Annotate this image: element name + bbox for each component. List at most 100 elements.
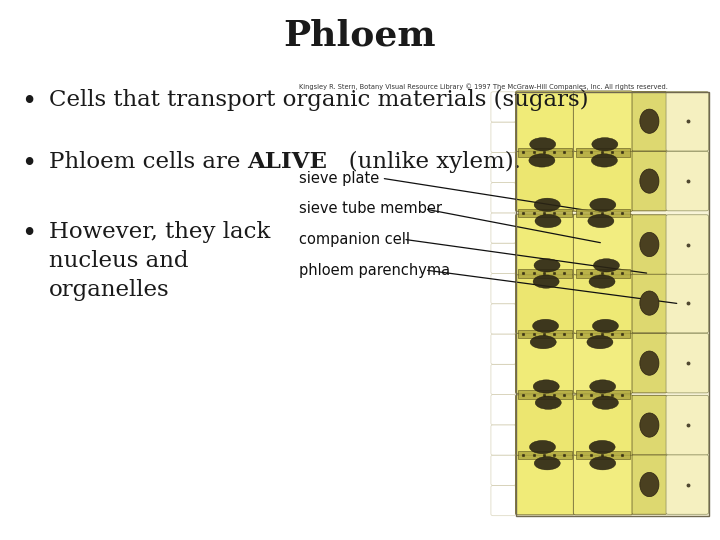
FancyBboxPatch shape xyxy=(573,214,633,275)
Ellipse shape xyxy=(590,380,616,393)
FancyBboxPatch shape xyxy=(666,151,708,211)
FancyBboxPatch shape xyxy=(632,151,667,211)
Ellipse shape xyxy=(588,214,614,228)
Ellipse shape xyxy=(591,154,618,167)
FancyBboxPatch shape xyxy=(573,395,633,455)
Ellipse shape xyxy=(529,441,556,454)
Ellipse shape xyxy=(640,169,659,193)
Bar xyxy=(576,451,630,460)
Text: sieve tube member: sieve tube member xyxy=(299,201,442,217)
FancyBboxPatch shape xyxy=(516,91,575,152)
FancyBboxPatch shape xyxy=(491,425,516,455)
Ellipse shape xyxy=(529,154,555,167)
FancyBboxPatch shape xyxy=(573,454,633,515)
Ellipse shape xyxy=(640,109,659,133)
Bar xyxy=(518,390,572,399)
FancyBboxPatch shape xyxy=(666,273,708,333)
FancyBboxPatch shape xyxy=(491,243,516,273)
FancyBboxPatch shape xyxy=(491,485,516,516)
FancyBboxPatch shape xyxy=(666,395,708,455)
Bar xyxy=(518,451,572,460)
FancyBboxPatch shape xyxy=(573,333,633,394)
Ellipse shape xyxy=(534,259,560,272)
FancyBboxPatch shape xyxy=(491,183,516,213)
Ellipse shape xyxy=(530,138,556,151)
Ellipse shape xyxy=(640,413,659,437)
FancyBboxPatch shape xyxy=(666,215,708,274)
Ellipse shape xyxy=(640,472,659,497)
FancyBboxPatch shape xyxy=(516,151,575,211)
Ellipse shape xyxy=(590,457,616,470)
Text: •: • xyxy=(22,221,37,246)
Ellipse shape xyxy=(535,396,562,409)
FancyBboxPatch shape xyxy=(632,455,667,514)
Bar xyxy=(576,148,630,157)
Ellipse shape xyxy=(592,138,618,151)
Text: Phloem cells are: Phloem cells are xyxy=(49,151,248,173)
Text: •: • xyxy=(22,151,37,176)
Ellipse shape xyxy=(535,214,561,228)
Ellipse shape xyxy=(534,457,560,470)
FancyBboxPatch shape xyxy=(632,215,667,274)
FancyBboxPatch shape xyxy=(491,364,516,395)
FancyBboxPatch shape xyxy=(666,91,708,151)
Bar xyxy=(518,208,572,217)
FancyBboxPatch shape xyxy=(491,92,516,122)
Ellipse shape xyxy=(640,291,659,315)
Ellipse shape xyxy=(533,319,559,333)
Bar xyxy=(518,269,572,278)
Ellipse shape xyxy=(530,335,557,349)
Bar xyxy=(576,208,630,217)
Bar xyxy=(516,92,709,516)
Ellipse shape xyxy=(533,275,559,288)
Text: companion cell: companion cell xyxy=(299,232,410,247)
Ellipse shape xyxy=(589,275,615,288)
FancyBboxPatch shape xyxy=(632,91,667,151)
Ellipse shape xyxy=(593,319,618,333)
FancyBboxPatch shape xyxy=(666,333,708,393)
Text: (unlike xylem).: (unlike xylem). xyxy=(328,151,521,173)
Bar xyxy=(518,330,572,339)
FancyBboxPatch shape xyxy=(491,152,516,183)
FancyBboxPatch shape xyxy=(491,273,516,303)
Ellipse shape xyxy=(593,259,619,272)
Text: ALIVE: ALIVE xyxy=(248,151,328,173)
FancyBboxPatch shape xyxy=(516,214,575,275)
FancyBboxPatch shape xyxy=(666,455,708,514)
FancyBboxPatch shape xyxy=(491,122,516,152)
Ellipse shape xyxy=(590,198,616,212)
FancyBboxPatch shape xyxy=(491,334,516,364)
Ellipse shape xyxy=(640,351,659,375)
FancyBboxPatch shape xyxy=(516,333,575,394)
FancyBboxPatch shape xyxy=(491,455,516,485)
Text: phloem parenchyma: phloem parenchyma xyxy=(299,262,450,278)
Ellipse shape xyxy=(534,380,559,393)
Text: •: • xyxy=(22,89,37,114)
Bar xyxy=(576,269,630,278)
FancyBboxPatch shape xyxy=(573,273,633,333)
Ellipse shape xyxy=(587,335,613,349)
FancyBboxPatch shape xyxy=(632,333,667,393)
Bar xyxy=(516,92,709,516)
Bar xyxy=(576,330,630,339)
FancyBboxPatch shape xyxy=(573,91,633,152)
FancyBboxPatch shape xyxy=(516,273,575,333)
Text: However, they lack
nucleus and
organelles: However, they lack nucleus and organelle… xyxy=(49,221,270,301)
FancyBboxPatch shape xyxy=(516,454,575,515)
FancyBboxPatch shape xyxy=(491,303,516,334)
Text: Kingsley R. Stern, Botany Visual Resource Library © 1997 The McGraw-Hill Compani: Kingsley R. Stern, Botany Visual Resourc… xyxy=(299,84,667,90)
FancyBboxPatch shape xyxy=(632,273,667,333)
Text: sieve plate: sieve plate xyxy=(299,171,379,186)
FancyBboxPatch shape xyxy=(516,395,575,455)
Text: Phloem: Phloem xyxy=(284,19,436,53)
FancyBboxPatch shape xyxy=(573,151,633,211)
Bar xyxy=(518,148,572,157)
Ellipse shape xyxy=(593,396,618,409)
Ellipse shape xyxy=(640,232,659,256)
Ellipse shape xyxy=(534,198,560,212)
FancyBboxPatch shape xyxy=(491,213,516,243)
Text: Cells that transport organic materials (sugars): Cells that transport organic materials (… xyxy=(49,89,588,111)
FancyBboxPatch shape xyxy=(491,395,516,425)
Bar xyxy=(576,390,630,399)
Ellipse shape xyxy=(589,441,615,454)
